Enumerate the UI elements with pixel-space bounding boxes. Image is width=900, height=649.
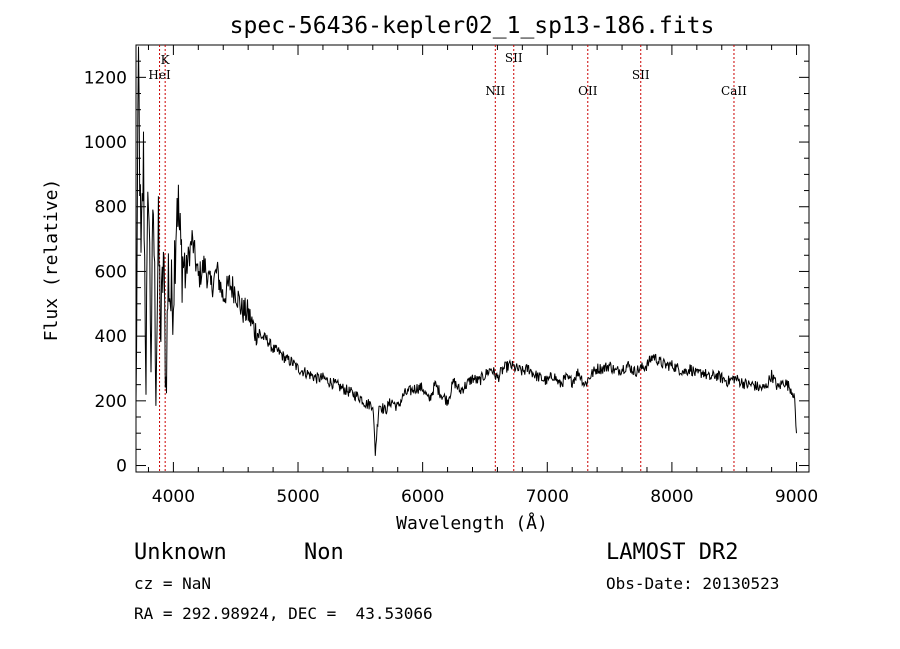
spectral-line-label: OII: [578, 84, 598, 98]
chart-title: spec-56436-kepler02_1_sp13-186.fits: [230, 13, 715, 39]
subclass-label: Non: [304, 540, 344, 565]
x-axis-label: Wavelength (Å): [396, 512, 548, 534]
spectral-line-label: NII: [485, 84, 505, 98]
x-tick-label: 8000: [650, 487, 693, 507]
class-label: Unknown: [134, 540, 227, 565]
y-tick-label: 200: [95, 392, 127, 412]
y-tick-label: 1200: [84, 68, 127, 88]
spectral-line-label: SII: [632, 68, 650, 82]
y-tick-label: 400: [95, 327, 127, 347]
x-tick-label: 4000: [152, 487, 195, 507]
cz-label: cz = NaN: [134, 574, 211, 593]
y-tick-label: 0: [116, 457, 127, 477]
survey-label: LAMOST DR2: [606, 540, 738, 565]
spectral-line-label: K: [161, 53, 171, 67]
obs-date-label: Obs-Date: 20130523: [606, 574, 779, 593]
x-tick-label: 9000: [775, 487, 818, 507]
x-tick-label: 7000: [526, 487, 569, 507]
y-tick-label: 600: [95, 262, 127, 282]
y-axis-label: Flux (relative): [41, 179, 62, 342]
x-tick-label: 5000: [276, 487, 319, 507]
spectrum-series-line: [135, 46, 797, 456]
x-tick-label: 6000: [401, 487, 444, 507]
plot-frame: [135, 44, 810, 473]
y-tick-label: 1000: [84, 133, 127, 153]
spectral-line-label: CaII: [721, 84, 747, 98]
spectral-line-label: HeI: [148, 68, 171, 82]
spectral-line-label: SII: [505, 51, 523, 65]
coords-label: RA = 292.98924, DEC = 43.53066: [134, 604, 433, 623]
y-tick-label: 800: [95, 198, 127, 218]
